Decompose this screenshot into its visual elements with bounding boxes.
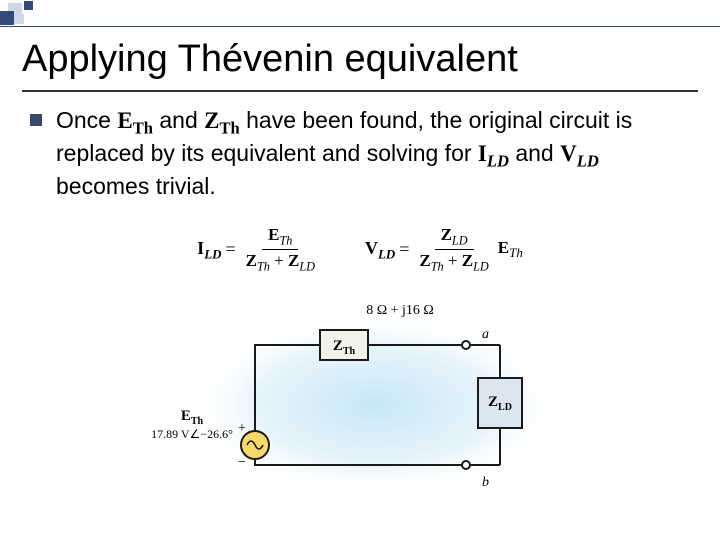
polarity-plus: + bbox=[238, 421, 246, 436]
var-eth: ETh bbox=[117, 108, 153, 133]
formulas-row: ILD = ETh ZTh + ZLD VLD = ZLD ZTh + ZLD … bbox=[0, 224, 720, 276]
deco-square bbox=[14, 14, 24, 24]
var-vld: VLD bbox=[560, 141, 599, 166]
title-underline bbox=[22, 90, 698, 92]
top-divider bbox=[0, 26, 720, 27]
terminal-b: b bbox=[482, 475, 489, 490]
text: becomes trivial. bbox=[56, 173, 216, 199]
var-zth: ZTh bbox=[204, 108, 240, 133]
text: and bbox=[509, 140, 560, 166]
slide-title: Applying Thévenin equivalent bbox=[22, 38, 518, 81]
text: and bbox=[153, 107, 204, 133]
var-ild: ILD bbox=[478, 141, 509, 166]
body-paragraph: Once ETh and ZTh have been found, the or… bbox=[56, 106, 686, 202]
deco-square bbox=[24, 1, 33, 10]
formula-vld: VLD = ZLD ZTh + ZLD ETh bbox=[365, 224, 523, 276]
top-decoration bbox=[0, 0, 720, 28]
circuit-diagram: ZTh ZLD + − 8 Ω + j16 Ω ETh 17.89 V∠−26.… bbox=[150, 290, 570, 500]
impedance-label: 8 Ω + j16 Ω bbox=[366, 303, 434, 318]
source-value: 17.89 V∠−26.6° bbox=[151, 427, 233, 441]
text: Once bbox=[56, 107, 117, 133]
terminal-a: a bbox=[482, 327, 489, 342]
bullet-icon bbox=[30, 114, 42, 126]
formula-ild: ILD = ETh ZTh + ZLD bbox=[197, 224, 321, 276]
polarity-minus: − bbox=[238, 455, 246, 470]
deco-square bbox=[0, 11, 14, 25]
